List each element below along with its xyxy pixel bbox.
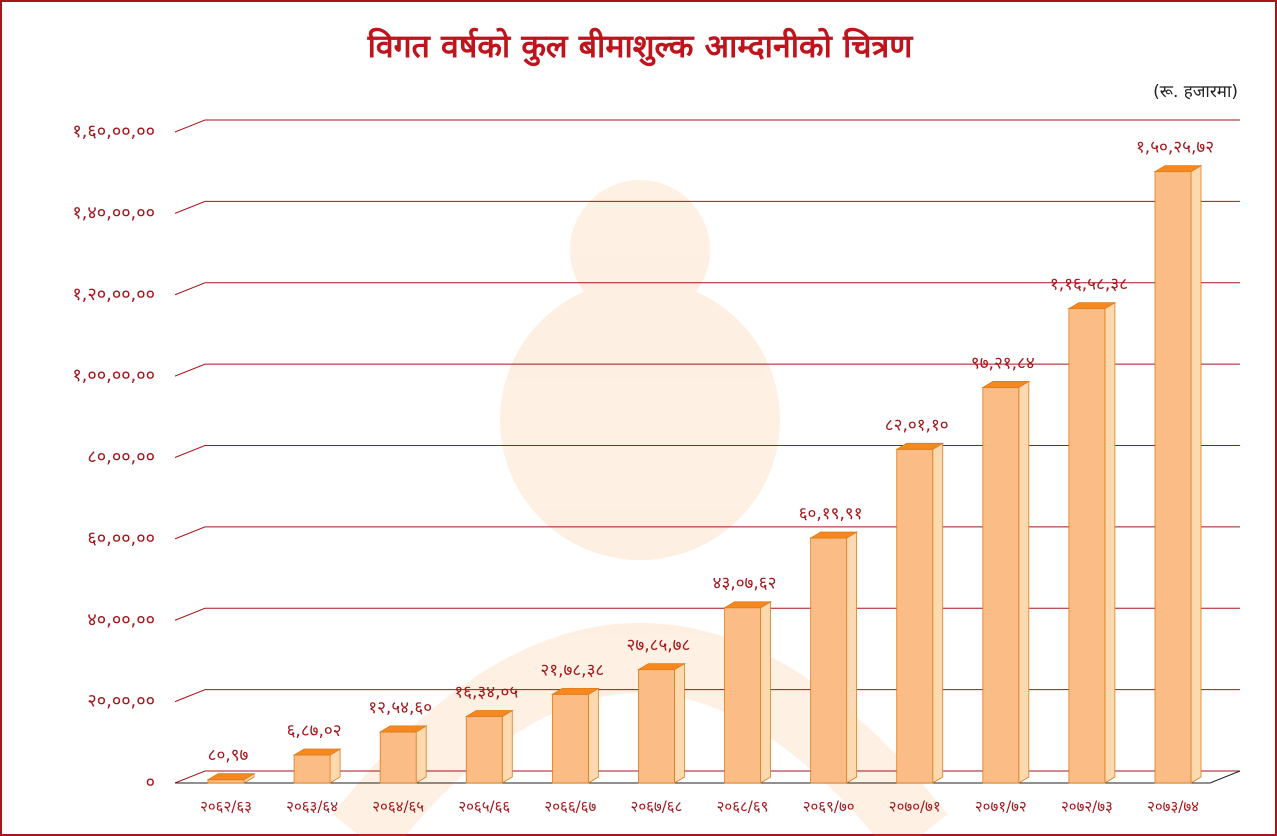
x-tick-label: २०६७/६८: [631, 798, 683, 816]
bar-side: [502, 711, 512, 783]
y-tick-label: १,६०,००,००: [72, 121, 155, 142]
bar-side: [674, 664, 684, 783]
bar-front: [638, 670, 674, 783]
bar-side: [847, 532, 857, 783]
data-label: ८२,०१,१०: [885, 415, 949, 435]
bar-front: [1155, 172, 1191, 783]
bar-side: [588, 688, 598, 783]
y-tick-label: १,२०,००,००: [72, 284, 155, 305]
y-tick-label: ०: [146, 772, 155, 793]
data-label: १६,३४,०५: [454, 683, 518, 703]
bar-front: [294, 755, 330, 783]
x-tick-label: २०६४/६५: [372, 798, 424, 816]
bar-front: [208, 780, 244, 783]
y-tick-label: ८०,००,००: [87, 447, 155, 468]
bar-side: [933, 443, 943, 783]
chart: विगत वर्षको कुल बीमाशुल्क आम्दानीको चित्…: [0, 0, 1277, 836]
bar-side: [761, 602, 771, 783]
bar-front: [380, 732, 416, 783]
x-tick-label: २०६५/६६: [458, 798, 510, 816]
x-tick-label: २०६३/६४: [286, 798, 338, 816]
bar-side: [1191, 166, 1201, 783]
data-label: ८०,९७: [208, 746, 249, 766]
chart-subtitle: (रू. हजारमा): [1153, 82, 1238, 102]
bar: [983, 381, 1029, 783]
bar-side: [1105, 303, 1115, 783]
x-tick-label: २०६९/७०: [803, 798, 855, 816]
x-tick-label: २०७३/७४: [1147, 798, 1199, 816]
bar: [725, 602, 771, 783]
bar: [811, 532, 857, 783]
data-label: २७,८५,७८: [627, 636, 691, 656]
data-label: ९७,२१,८४: [971, 353, 1035, 373]
bar-front: [897, 449, 933, 783]
y-tick-label: १,४०,००,००: [72, 202, 155, 223]
bar-front: [1069, 309, 1105, 783]
bar: [897, 443, 943, 783]
bar: [552, 688, 598, 783]
bar-front: [725, 608, 761, 783]
data-label: १,५०,२५,७२: [1136, 138, 1214, 158]
x-tick-label: २०६६/६७: [544, 798, 596, 816]
data-label: २१,७८,३८: [540, 660, 604, 680]
bar: [208, 774, 254, 783]
bar-front: [983, 387, 1019, 783]
data-label: ६०,१९,९१: [799, 504, 863, 524]
data-label: ४३,०७,६२: [713, 574, 777, 594]
bar: [380, 726, 426, 783]
bar: [294, 749, 340, 783]
bar: [1155, 166, 1201, 783]
x-tick-label: २०७०/७१: [889, 798, 941, 816]
y-tick-label: २०,००,००: [87, 691, 155, 712]
bar-front: [466, 717, 502, 783]
chart-title: विगत वर्षको कुल बीमाशुल्क आम्दानीको चित्…: [367, 27, 915, 67]
x-tick-label: २०७१/७२: [975, 798, 1027, 816]
data-label: १,१६,५८,३८: [1050, 275, 1128, 295]
bar-side: [1019, 381, 1029, 783]
bar-front: [811, 538, 847, 783]
y-tick-label: ६०,००,००: [87, 528, 155, 549]
x-tick-label: २०७२/७३: [1061, 798, 1113, 816]
data-label: १२,५४,६०: [368, 698, 432, 718]
bar-side: [416, 726, 426, 783]
data-label: ६,८७,०२: [287, 721, 342, 741]
x-tick-label: २०६२/६३: [200, 798, 252, 816]
bar: [466, 711, 512, 783]
bar-front: [552, 694, 588, 783]
y-tick-label: ४०,००,००: [87, 609, 155, 630]
y-tick-label: १,००,००,००: [72, 365, 155, 386]
bar: [638, 664, 684, 783]
bar: [1069, 303, 1115, 783]
x-tick-label: २०६८/६९: [717, 798, 769, 816]
